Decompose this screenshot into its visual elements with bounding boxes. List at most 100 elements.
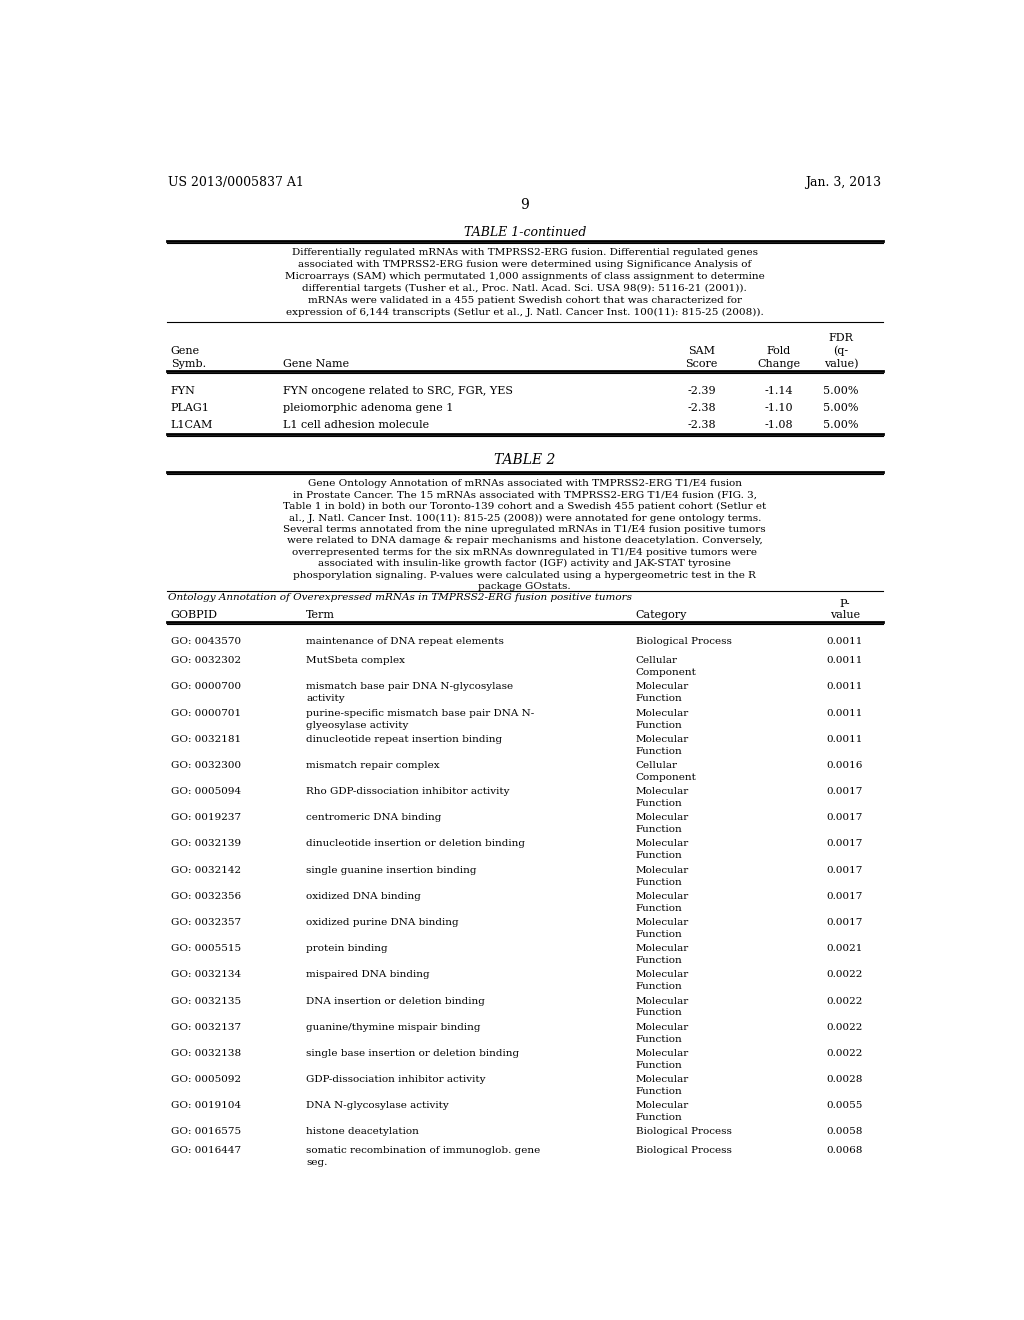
Text: 5.00%: 5.00% (823, 385, 859, 396)
Text: Component: Component (636, 774, 696, 781)
Text: Function: Function (636, 1061, 682, 1069)
Text: GO: 0000700: GO: 0000700 (171, 682, 241, 692)
Text: Function: Function (636, 694, 682, 704)
Text: pleiomorphic adenoma gene 1: pleiomorphic adenoma gene 1 (283, 403, 454, 413)
Text: Molecular: Molecular (636, 840, 689, 849)
Text: GO: 0032134: GO: 0032134 (171, 970, 241, 979)
Text: 9: 9 (520, 198, 529, 213)
Text: GO: 0032181: GO: 0032181 (171, 735, 241, 743)
Text: 0.0022: 0.0022 (826, 970, 863, 979)
Text: GO: 0032139: GO: 0032139 (171, 840, 241, 849)
Text: Function: Function (636, 1086, 682, 1096)
Text: 0.0011: 0.0011 (826, 656, 863, 665)
Text: 0.0022: 0.0022 (826, 1023, 863, 1032)
Text: Molecular: Molecular (636, 892, 689, 900)
Text: 0.0017: 0.0017 (826, 917, 863, 927)
Text: centromeric DNA binding: centromeric DNA binding (306, 813, 441, 822)
Text: Function: Function (636, 878, 682, 887)
Text: maintenance of DNA repeat elements: maintenance of DNA repeat elements (306, 638, 504, 647)
Text: Cellular: Cellular (636, 760, 678, 770)
Text: US 2013/0005837 A1: US 2013/0005837 A1 (168, 176, 304, 189)
Text: GO: 0032356: GO: 0032356 (171, 892, 241, 900)
Text: GDP-dissociation inhibitor activity: GDP-dissociation inhibitor activity (306, 1074, 485, 1084)
Text: 0.0016: 0.0016 (826, 760, 863, 770)
Text: dinucleotide repeat insertion binding: dinucleotide repeat insertion binding (306, 735, 503, 743)
Text: Symb.: Symb. (171, 359, 206, 368)
Text: Function: Function (636, 929, 682, 939)
Text: 0.0058: 0.0058 (826, 1127, 863, 1137)
Text: dinucleotide insertion or deletion binding: dinucleotide insertion or deletion bindi… (306, 840, 525, 849)
Text: value: value (829, 610, 860, 620)
Text: differential targets (Tusher et al., Proc. Natl. Acad. Sci. USA 98(9): 5116-21 (: differential targets (Tusher et al., Pro… (302, 284, 748, 293)
Text: GO: 0000701: GO: 0000701 (171, 709, 241, 718)
Text: Several terms annotated from the nine upregulated mRNAs in T1/E4 fusion positive: Several terms annotated from the nine up… (284, 525, 766, 535)
Text: associated with TMPRSS2-ERG fusion were determined using Significance Analysis o: associated with TMPRSS2-ERG fusion were … (298, 260, 752, 269)
Text: GO: 0016575: GO: 0016575 (171, 1127, 241, 1137)
Text: 0.0028: 0.0028 (826, 1074, 863, 1084)
Text: Table 1 in bold) in both our Toronto-139 cohort and a Swedish 455 patient cohort: Table 1 in bold) in both our Toronto-139… (284, 503, 766, 511)
Text: -2.38: -2.38 (687, 420, 716, 430)
Text: -1.10: -1.10 (765, 403, 794, 413)
Text: Gene: Gene (171, 346, 200, 355)
Text: Change: Change (758, 359, 801, 368)
Text: FYN: FYN (171, 385, 196, 396)
Text: Rho GDP-dissociation inhibitor activity: Rho GDP-dissociation inhibitor activity (306, 787, 510, 796)
Text: DNA N-glycosylase activity: DNA N-glycosylase activity (306, 1101, 449, 1110)
Text: purine-specific mismatch base pair DNA N-: purine-specific mismatch base pair DNA N… (306, 709, 535, 718)
Text: Molecular: Molecular (636, 1101, 689, 1110)
Text: GO: 0019104: GO: 0019104 (171, 1101, 241, 1110)
Text: GO: 0005515: GO: 0005515 (171, 944, 241, 953)
Text: Function: Function (636, 747, 682, 755)
Text: Molecular: Molecular (636, 944, 689, 953)
Text: 0.0068: 0.0068 (826, 1146, 863, 1155)
Text: SAM: SAM (688, 346, 715, 355)
Text: single base insertion or deletion binding: single base insertion or deletion bindin… (306, 1049, 519, 1057)
Text: Biological Process: Biological Process (636, 1146, 731, 1155)
Text: 0.0017: 0.0017 (826, 892, 863, 900)
Text: P-: P- (840, 599, 850, 609)
Text: Molecular: Molecular (636, 970, 689, 979)
Text: Score: Score (685, 359, 718, 368)
Text: Differentially regulated mRNAs with TMPRSS2-ERG fusion. Differential regulated g: Differentially regulated mRNAs with TMPR… (292, 248, 758, 257)
Text: mispaired DNA binding: mispaired DNA binding (306, 970, 430, 979)
Text: Molecular: Molecular (636, 1074, 689, 1084)
Text: -1.14: -1.14 (765, 385, 794, 396)
Text: Term: Term (306, 610, 335, 620)
Text: Function: Function (636, 982, 682, 991)
Text: -2.38: -2.38 (687, 403, 716, 413)
Text: Function: Function (636, 721, 682, 730)
Text: TABLE 1-continued: TABLE 1-continued (464, 226, 586, 239)
Text: GO: 0019237: GO: 0019237 (171, 813, 241, 822)
Text: mismatch base pair DNA N-glycosylase: mismatch base pair DNA N-glycosylase (306, 682, 513, 692)
Text: GO: 0032302: GO: 0032302 (171, 656, 241, 665)
Text: associated with insulin-like growth factor (IGF) activity and JAK-STAT tyrosine: associated with insulin-like growth fact… (318, 560, 731, 569)
Text: Component: Component (636, 668, 696, 677)
Text: Molecular: Molecular (636, 866, 689, 875)
Text: mismatch repair complex: mismatch repair complex (306, 760, 440, 770)
Text: Gene Ontology Annotation of mRNAs associated with TMPRSS2-ERG T1/E4 fusion: Gene Ontology Annotation of mRNAs associ… (308, 479, 741, 488)
Text: GO: 0005092: GO: 0005092 (171, 1074, 241, 1084)
Text: -1.08: -1.08 (765, 420, 794, 430)
Text: GO: 0043570: GO: 0043570 (171, 638, 241, 647)
Text: L1 cell adhesion molecule: L1 cell adhesion molecule (283, 420, 429, 430)
Text: Jan. 3, 2013: Jan. 3, 2013 (805, 176, 882, 189)
Text: oxidized purine DNA binding: oxidized purine DNA binding (306, 917, 459, 927)
Text: were related to DNA damage & repair mechanisms and histone deacetylation. Conver: were related to DNA damage & repair mech… (287, 536, 763, 545)
Text: Function: Function (636, 956, 682, 965)
Text: PLAG1: PLAG1 (171, 403, 210, 413)
Text: TABLE 2: TABLE 2 (495, 453, 555, 466)
Text: mRNAs were validated in a 455 patient Swedish cohort that was characterized for: mRNAs were validated in a 455 patient Sw… (308, 296, 741, 305)
Text: seg.: seg. (306, 1158, 328, 1167)
Text: protein binding: protein binding (306, 944, 388, 953)
Text: Category: Category (636, 610, 687, 620)
Text: 5.00%: 5.00% (823, 403, 859, 413)
Text: expression of 6,144 transcripts (Setlur et al., J. Natl. Cancer Inst. 100(11): 8: expression of 6,144 transcripts (Setlur … (286, 308, 764, 317)
Text: GO: 0032357: GO: 0032357 (171, 917, 241, 927)
Text: Molecular: Molecular (636, 709, 689, 718)
Text: Cellular: Cellular (636, 656, 678, 665)
Text: 0.0017: 0.0017 (826, 866, 863, 875)
Text: glyeosylase activity: glyeosylase activity (306, 721, 409, 730)
Text: Molecular: Molecular (636, 917, 689, 927)
Text: GO: 0032142: GO: 0032142 (171, 866, 241, 875)
Text: Molecular: Molecular (636, 997, 689, 1006)
